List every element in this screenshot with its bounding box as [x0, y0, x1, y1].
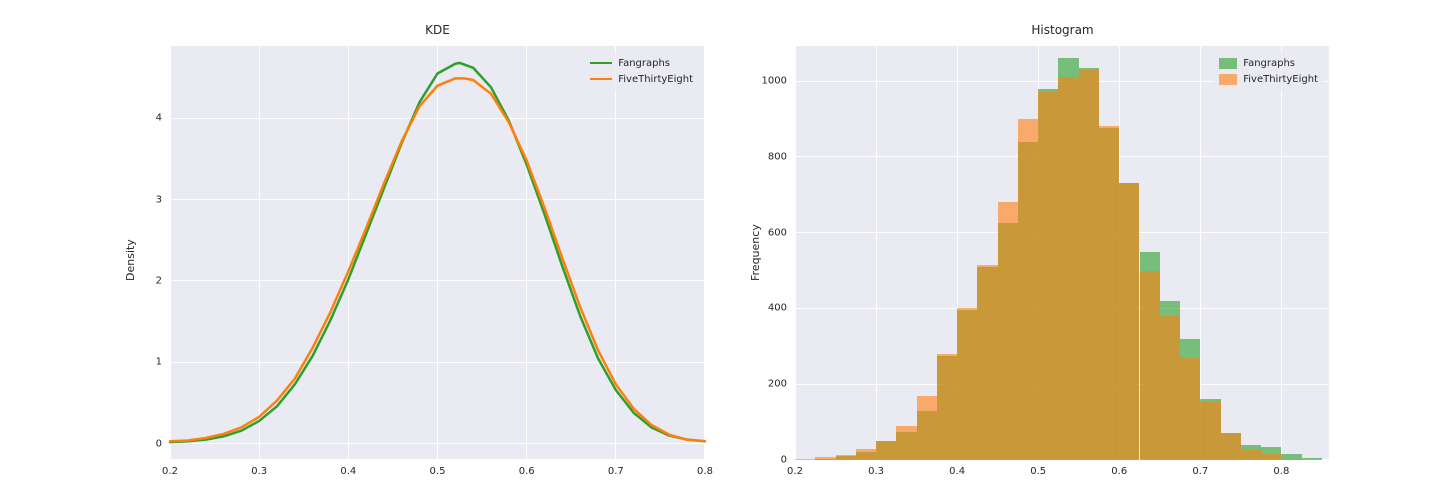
hist-legend-item: Fangraphs	[1219, 55, 1318, 71]
kde-ytick-label: 4	[156, 113, 162, 124]
hist-bar	[1261, 454, 1281, 460]
kde-legend: Fangraphs FiveThirtyEight	[584, 51, 699, 91]
hist-xtick-label: 0.2	[787, 466, 803, 477]
kde-xtick-label: 0.7	[608, 466, 624, 477]
legend-swatch-box	[1219, 58, 1237, 69]
hist-title: Histogram	[1031, 23, 1093, 37]
hist-bar	[1221, 433, 1241, 460]
legend-label: FiveThirtyEight	[1243, 74, 1318, 85]
legend-swatch-line	[590, 78, 612, 80]
hist-ytick-label: 1000	[762, 76, 787, 87]
kde-xtick-label: 0.4	[340, 466, 356, 477]
hist-bar	[876, 441, 896, 460]
hist-bar	[1241, 449, 1261, 460]
hist-bar	[998, 202, 1018, 460]
kde-lines	[170, 45, 705, 460]
hist-xtick-label: 0.5	[1030, 466, 1046, 477]
kde-panel: 0.20.30.40.50.60.70.801234KDEDensityFang…	[170, 45, 705, 460]
hist-bar	[957, 308, 977, 460]
hist-legend-item: FiveThirtyEight	[1219, 71, 1318, 87]
kde-xtick-label: 0.6	[519, 466, 535, 477]
hist-bar	[917, 396, 937, 460]
hist-xgrid	[795, 45, 796, 460]
hist-xtick-label: 0.3	[868, 466, 884, 477]
hist-ylabel: Frequency	[749, 224, 762, 281]
kde-series-0	[170, 63, 705, 442]
legend-label: Fangraphs	[618, 58, 670, 69]
figure: 0.2 0.3 0.4 0.5 0.6 0.7 0.8 0 1 2 3 4 KDE Density Fang…	[0, 0, 1440, 504]
hist-bar	[1058, 77, 1078, 460]
hist-bar	[1140, 271, 1160, 460]
hist-ytick-label: 200	[768, 379, 787, 390]
hist-xtick-label: 0.4	[949, 466, 965, 477]
legend-swatch-line	[590, 62, 612, 64]
hist-ytick-label: 800	[768, 151, 787, 162]
hist-ytick-label: 400	[768, 303, 787, 314]
hist-bar	[1099, 126, 1119, 460]
kde-xtick-label: 0.2	[162, 466, 178, 477]
hist-xgrid	[876, 45, 877, 460]
hist-panel: 0.20.30.40.50.60.70.802004006008001000Hi…	[795, 45, 1330, 460]
hist-bar	[836, 455, 856, 460]
hist-bar	[1038, 92, 1058, 460]
hist-bar	[1160, 316, 1180, 460]
hist-legend: Fangraphs FiveThirtyEight	[1213, 51, 1324, 91]
hist-xtick-label: 0.6	[1111, 466, 1127, 477]
hist-bar	[896, 426, 916, 460]
kde-legend-item: FiveThirtyEight	[590, 71, 693, 87]
hist-bar	[856, 449, 876, 460]
hist-ytick-label: 0	[781, 455, 787, 466]
kde-ytick-label: 2	[156, 275, 162, 286]
hist-spine-right	[1329, 45, 1330, 460]
hist-bar	[1180, 358, 1200, 460]
kde-xtick-label: 0.5	[430, 466, 446, 477]
hist-bar	[1200, 401, 1220, 460]
kde-series-1	[170, 78, 705, 441]
hist-ytick-label: 600	[768, 227, 787, 238]
kde-ytick-label: 1	[156, 357, 162, 368]
hist-bar	[1119, 183, 1139, 460]
hist-bar	[1018, 119, 1038, 460]
hist-xtick-label: 0.8	[1273, 466, 1289, 477]
kde-ytick-label: 0	[156, 438, 162, 449]
hist-bar	[795, 459, 815, 460]
hist-xgrid	[1281, 45, 1282, 460]
legend-swatch-box	[1219, 74, 1237, 85]
hist-bar	[1281, 459, 1301, 460]
hist-bar	[815, 457, 835, 460]
kde-xtick-label: 0.8	[697, 466, 713, 477]
hist-bar	[977, 265, 997, 460]
kde-title: KDE	[425, 23, 450, 37]
kde-xtick-label: 0.3	[251, 466, 267, 477]
hist-bar	[937, 354, 957, 460]
kde-ytick-label: 3	[156, 194, 162, 205]
hist-bar	[1079, 70, 1099, 460]
kde-legend-item: Fangraphs	[590, 55, 693, 71]
kde-ylabel: Density	[124, 239, 137, 281]
hist-bar	[1302, 458, 1322, 460]
legend-label: FiveThirtyEight	[618, 74, 693, 85]
hist-xtick-label: 0.7	[1192, 466, 1208, 477]
legend-label: Fangraphs	[1243, 58, 1295, 69]
